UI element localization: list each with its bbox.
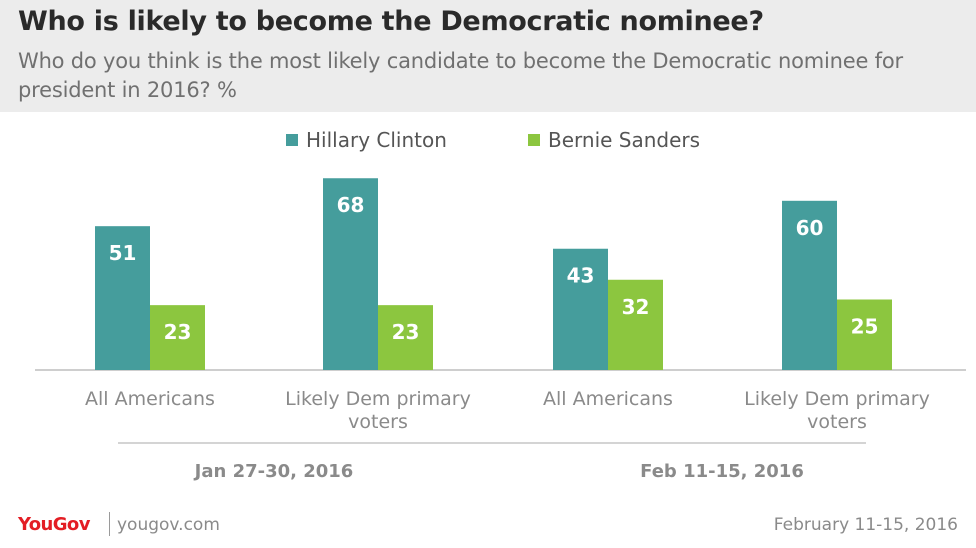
bar-clinton-3 [782,200,837,370]
header-banner: Who is likely to become the Democratic n… [0,0,976,112]
footer-url[interactable]: yougov.com [117,515,220,535]
category-label-2: All Americans [543,388,673,410]
yougov-logo: YouGov [18,514,90,535]
data-label-sanders-2: 32 [622,295,650,319]
chart-title: Who is likely to become the Democratic n… [18,6,764,37]
bar-sanders-0 [150,305,205,370]
chart-legend: Hillary Clinton Bernie Sanders [0,128,976,156]
legend-item-clinton: Hillary Clinton [286,128,447,152]
legend-item-sanders: Bernie Sanders [528,128,700,152]
data-label-clinton-1: 68 [337,193,365,217]
category-label-3-line0: Likely Dem primary [744,388,930,410]
footer-divider [109,512,110,536]
category-label-1-line1: voters [348,411,408,433]
bar-sanders-2 [608,279,663,370]
category-label-3-line1: voters [807,411,867,433]
chart-subtitle: Who do you think is the most likely cand… [18,49,903,102]
bar-clinton-2 [553,248,608,370]
category-label-1-line0: Likely Dem primary [285,388,471,410]
data-label-sanders-1: 23 [392,320,420,344]
footer-date: February 11-15, 2016 [773,515,958,535]
data-label-sanders-0: 23 [164,320,192,344]
group-label-0: Jan 27-30, 2016 [193,461,354,482]
data-label-clinton-2: 43 [567,264,595,288]
legend-swatch-clinton [286,134,298,146]
data-label-clinton-3: 60 [796,216,824,240]
bar-clinton-0 [95,226,150,370]
bar-sanders-3 [837,299,892,370]
legend-swatch-sanders [528,134,540,146]
legend-label-clinton: Hillary Clinton [306,128,447,152]
legend-label-sanders: Bernie Sanders [548,128,701,152]
bar-clinton-1 [323,178,378,370]
group-label-1: Feb 11-15, 2016 [640,461,804,482]
category-label-0: All Americans [85,388,215,410]
data-label-sanders-3: 25 [851,315,879,339]
bar-sanders-1 [378,305,433,370]
data-label-clinton-0: 51 [109,241,137,265]
